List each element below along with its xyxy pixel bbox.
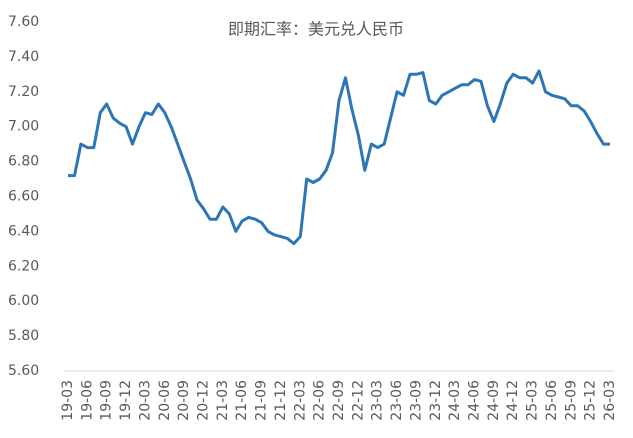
x-tick-label: 23-06 [389,380,405,421]
x-tick-label: 19-12 [118,380,134,421]
y-tick-label: 6.40 [8,223,39,239]
x-tick-label: 24-06 [467,380,483,421]
line-series [68,69,610,246]
x-tick-label: 21-06 [234,380,250,421]
y-tick-label: 7.40 [8,49,39,65]
x-tick-label: 25-03 [525,380,541,421]
y-tick-label: 5.80 [8,328,39,344]
x-tick-label: 21-03 [215,380,231,421]
x-tick-label: 25-06 [544,380,560,421]
x-tick-label: 22-09 [331,380,347,421]
x-tick-label: 20-03 [137,380,153,421]
y-tick-label: 7.60 [8,14,39,30]
x-tick-label: 20-12 [196,380,212,421]
y-tick-label: 6.60 [8,189,39,205]
x-tick-label: 22-12 [350,380,366,421]
x-tick-label: 26-03 [602,380,618,421]
x-tick-label: 22-06 [312,380,328,421]
chart-title: 即期汇率：美元兑人民币 [228,20,404,39]
x-tick-label: 23-09 [408,380,424,421]
x-tick-label: 24-12 [505,380,521,421]
x-tick-label: 22-03 [292,380,308,421]
y-tick-label: 5.60 [8,363,39,379]
x-tick-label: 20-09 [176,380,192,421]
x-tick-label: 24-09 [486,380,502,421]
x-tick-label: 19-09 [99,380,115,421]
x-tick-label: 23-03 [370,380,386,421]
x-tick-label: 21-09 [254,380,270,421]
x-tick-label: 19-06 [79,380,95,421]
x-tick-label: 19-03 [60,380,76,421]
y-tick-label: 7.20 [8,84,39,100]
x-tick-label: 23-12 [428,380,444,421]
y-tick-label: 6.20 [8,258,39,274]
y-tick-label: 6.80 [8,154,39,170]
x-tick-label: 21-12 [273,380,289,421]
x-tick-label: 24-03 [447,380,463,421]
y-tick-label: 6.00 [8,293,39,309]
x-tick-label: 25-09 [563,380,579,421]
x-tick-label: 20-06 [157,380,173,421]
x-tick-label: 25-12 [583,380,599,421]
y-tick-label: 7.00 [8,119,39,135]
